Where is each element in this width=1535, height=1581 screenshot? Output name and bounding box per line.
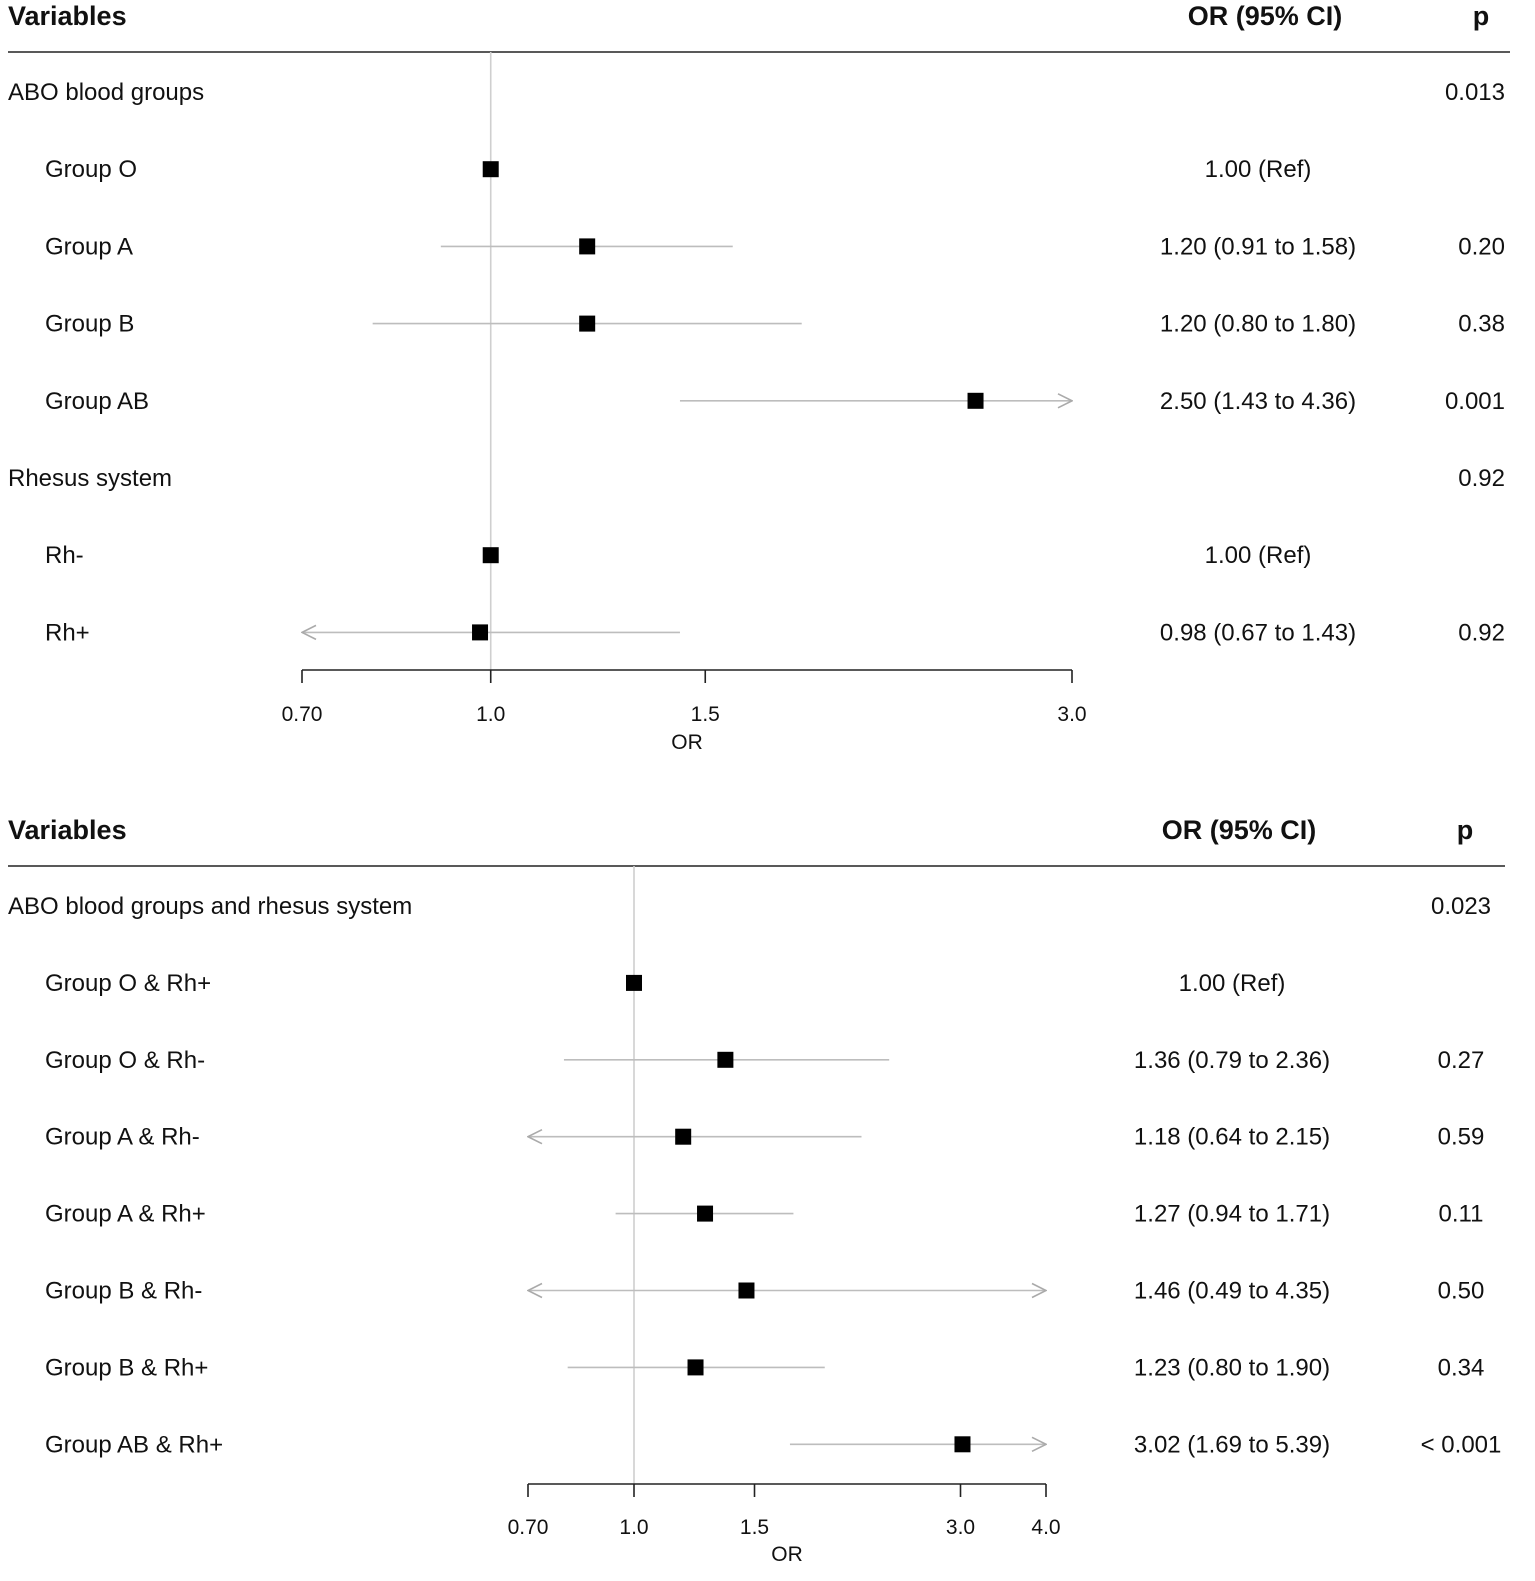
header-p: p xyxy=(1473,1,1490,31)
row-label: Group A & Rh- xyxy=(45,1124,200,1151)
p-value: 0.59 xyxy=(1438,1124,1485,1151)
x-tick-label: 1.0 xyxy=(619,1516,648,1539)
point-estimate xyxy=(697,1205,714,1222)
row-label: Group B & Rh+ xyxy=(45,1354,208,1381)
p-value: 0.92 xyxy=(1458,465,1505,492)
or-ci-value: 1.36 (0.79 to 2.36) xyxy=(1134,1047,1330,1074)
point-estimate xyxy=(717,1051,734,1068)
point-estimate xyxy=(954,1436,971,1453)
or-ci-value: 0.98 (0.67 to 1.43) xyxy=(1160,619,1356,646)
row-label: Rh- xyxy=(45,542,84,569)
point-estimate xyxy=(687,1359,704,1376)
point-estimate xyxy=(626,974,643,991)
row-label: Group O xyxy=(45,156,137,183)
group-label: ABO blood groups and rhesus system xyxy=(8,893,412,920)
x-axis-label: OR xyxy=(771,1543,803,1566)
row-label: Group O & Rh+ xyxy=(45,970,211,997)
x-tick-label: 3.0 xyxy=(946,1516,975,1539)
or-ci-value: 1.00 (Ref) xyxy=(1205,542,1312,569)
point-estimate xyxy=(579,238,596,255)
or-ci-value: 1.23 (0.80 to 1.90) xyxy=(1134,1354,1330,1381)
header-variables: Variables xyxy=(8,815,127,845)
x-tick-label: 1.5 xyxy=(740,1516,769,1539)
p-value: 0.50 xyxy=(1438,1278,1485,1305)
or-ci-value: 1.20 (0.80 to 1.80) xyxy=(1160,311,1356,338)
p-value: 0.001 xyxy=(1445,388,1505,415)
group-label: Rhesus system xyxy=(8,465,172,492)
row-label: Group B xyxy=(45,311,134,338)
x-tick-label: 1.5 xyxy=(691,703,720,726)
x-tick-label: 0.70 xyxy=(508,1516,549,1539)
or-ci-value: 1.00 (Ref) xyxy=(1179,970,1286,997)
or-ci-value: 1.46 (0.49 to 4.35) xyxy=(1134,1278,1330,1305)
x-tick-label: 4.0 xyxy=(1031,1516,1060,1539)
x-axis-label: OR xyxy=(671,731,703,754)
x-tick-label: 1.0 xyxy=(476,703,505,726)
row-label: Group O & Rh- xyxy=(45,1047,205,1074)
row-label: Group A xyxy=(45,233,133,260)
row-label: Group A & Rh+ xyxy=(45,1201,206,1228)
or-ci-value: 3.02 (1.69 to 5.39) xyxy=(1134,1431,1330,1458)
p-value: < 0.001 xyxy=(1421,1431,1502,1458)
row-label: Group B & Rh- xyxy=(45,1278,202,1305)
or-ci-value: 1.00 (Ref) xyxy=(1205,156,1312,183)
or-ci-value: 1.27 (0.94 to 1.71) xyxy=(1134,1201,1330,1228)
row-label: Rh+ xyxy=(45,619,90,646)
or-ci-value: 1.20 (0.91 to 1.58) xyxy=(1160,233,1356,260)
point-estimate xyxy=(579,315,596,332)
group-label: ABO blood groups xyxy=(8,79,204,106)
p-value: 0.023 xyxy=(1431,893,1491,920)
p-value: 0.013 xyxy=(1445,79,1505,106)
p-value: 0.38 xyxy=(1458,311,1505,338)
point-estimate xyxy=(472,624,489,641)
or-ci-value: 1.18 (0.64 to 2.15) xyxy=(1134,1124,1330,1151)
header-or-ci: OR (95% CI) xyxy=(1162,815,1317,845)
header-variables: Variables xyxy=(8,1,127,31)
p-value: 0.92 xyxy=(1458,619,1505,646)
point-estimate xyxy=(482,547,499,564)
header-p: p xyxy=(1457,815,1474,845)
x-tick-label: 0.70 xyxy=(282,703,323,726)
p-value: 0.27 xyxy=(1438,1047,1485,1074)
row-label: Group AB xyxy=(45,388,149,415)
or-ci-value: 2.50 (1.43 to 4.36) xyxy=(1160,388,1356,415)
point-estimate xyxy=(967,392,984,409)
row-label: Group AB & Rh+ xyxy=(45,1431,223,1458)
point-estimate xyxy=(675,1128,692,1145)
point-estimate xyxy=(482,161,499,178)
point-estimate xyxy=(738,1282,755,1299)
p-value: 0.20 xyxy=(1458,233,1505,260)
x-tick-label: 3.0 xyxy=(1057,703,1086,726)
p-value: 0.11 xyxy=(1439,1201,1484,1228)
header-or-ci: OR (95% CI) xyxy=(1188,1,1343,31)
p-value: 0.34 xyxy=(1438,1354,1485,1381)
